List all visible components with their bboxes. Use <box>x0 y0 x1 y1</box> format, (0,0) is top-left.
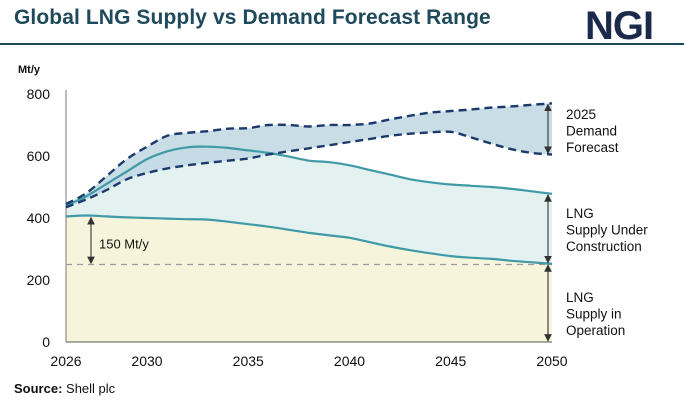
construction-area <box>66 146 552 264</box>
x-tick-label: 2045 <box>435 353 466 369</box>
chart-title: Global LNG Supply vs Demand Forecast Ran… <box>14 6 491 29</box>
operation-area <box>66 215 552 342</box>
source-label: Source: <box>14 381 63 396</box>
operation-supply-line <box>65 214 553 265</box>
y-tick-label: 200 <box>27 272 51 288</box>
demand-forecast-label: Forecast <box>566 140 619 155</box>
demand-forecast-label: 2025 <box>566 107 596 122</box>
gap-150-label: 150 Mt/y <box>99 237 149 252</box>
operation-label: LNG <box>566 290 594 305</box>
demand-forecast-label: Demand <box>566 124 617 139</box>
source-text: Shell plc <box>66 381 116 396</box>
operation-label: Operation <box>566 323 625 338</box>
construction-supply-line <box>65 145 553 207</box>
construction-label: Supply Under <box>566 223 648 238</box>
construction-label: LNG <box>566 206 594 221</box>
ngi-logo: NGI <box>585 4 654 48</box>
y-tick-label: 400 <box>27 210 51 226</box>
y-tick-label: 0 <box>42 334 50 350</box>
demand-lower-line <box>65 130 553 209</box>
demand-upper-line <box>65 102 553 206</box>
header-divider <box>0 43 684 45</box>
demand-forecast-area <box>66 103 552 208</box>
construction-label: Construction <box>566 239 642 254</box>
y-tick-label: 800 <box>27 86 51 102</box>
operation-label: Supply in <box>566 307 622 322</box>
y-tick-label: 600 <box>27 148 51 164</box>
x-tick-label: 2040 <box>334 353 365 369</box>
x-tick-label: 2030 <box>131 353 162 369</box>
x-tick-label: 2035 <box>233 353 264 369</box>
source-note: Source: Shell plc <box>14 381 115 396</box>
x-tick-label: 2050 <box>536 353 567 369</box>
x-tick-label: 2026 <box>50 353 81 369</box>
y-axis-unit-label: Mt/y <box>18 64 40 76</box>
